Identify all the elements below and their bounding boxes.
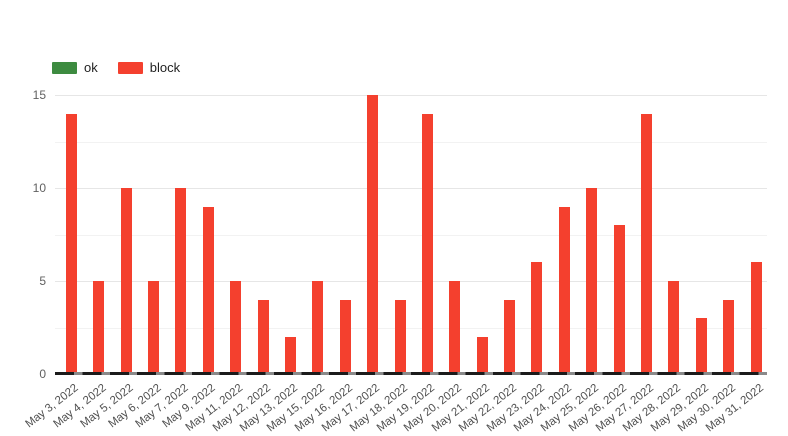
bar-block[interactable] (148, 281, 160, 374)
bar-block[interactable] (93, 281, 105, 374)
bar-block[interactable] (723, 299, 735, 374)
bar-block[interactable] (531, 262, 543, 374)
bar-block[interactable] (558, 206, 570, 374)
bar-block[interactable] (339, 299, 351, 374)
bar-block[interactable] (476, 336, 488, 374)
legend-item-block: block (117, 60, 181, 75)
bar-block[interactable] (449, 281, 461, 374)
bar-block[interactable] (504, 299, 516, 374)
legend-item-ok: ok (52, 61, 98, 74)
bar-block[interactable] (230, 281, 242, 374)
y-axis-tick-label: 5 (39, 274, 46, 288)
bar-block[interactable] (421, 113, 433, 374)
gridline-minor (55, 234, 767, 236)
bar-block[interactable] (695, 318, 707, 374)
bar-block[interactable] (640, 113, 652, 374)
legend-swatch-block (117, 61, 143, 74)
legend-swatch-ok (52, 61, 77, 74)
bar-block[interactable] (394, 299, 406, 374)
gridline-major (55, 188, 767, 189)
legend-label-ok: ok (84, 60, 98, 75)
bar-block[interactable] (312, 281, 324, 374)
y-axis-tick-label: 0 (39, 367, 46, 381)
gridline-minor (55, 327, 767, 329)
bar-block[interactable] (65, 113, 77, 374)
bar-block[interactable] (668, 281, 680, 374)
bar-block[interactable] (613, 225, 625, 374)
gridline-major (55, 281, 767, 282)
bar-block[interactable] (284, 336, 296, 374)
x-axis-baseline (55, 372, 767, 375)
y-axis-tick-label: 10 (32, 181, 46, 195)
gridline-minor (55, 141, 767, 143)
legend-label-block: block (149, 60, 181, 75)
bar-block[interactable] (175, 188, 187, 374)
bar-block[interactable] (202, 206, 214, 374)
bar-block[interactable] (750, 262, 762, 374)
gridline-major (55, 95, 767, 96)
y-axis-tick-label: 15 (32, 88, 46, 102)
bar-block[interactable] (367, 95, 379, 374)
bar-block[interactable] (586, 188, 598, 374)
legend: ok block (52, 61, 180, 74)
bar-block[interactable] (257, 299, 269, 374)
bar-block[interactable] (120, 188, 132, 374)
